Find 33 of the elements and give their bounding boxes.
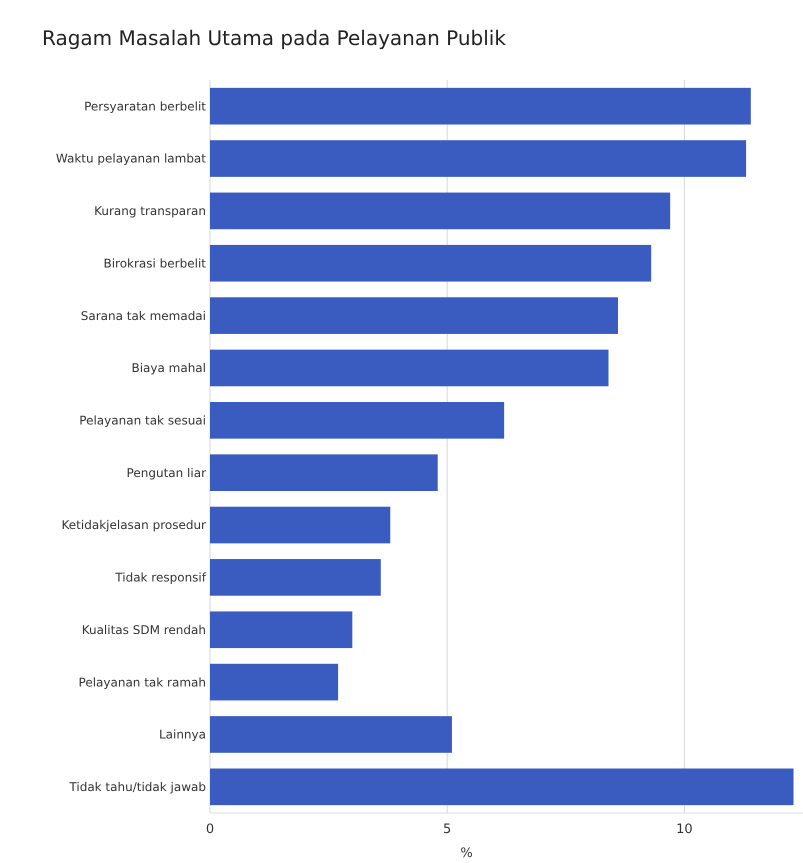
bar [210, 559, 381, 596]
bar [210, 506, 390, 544]
y-tick-label: Pengutan liar [126, 466, 206, 480]
bar [210, 297, 618, 334]
bar [210, 402, 504, 439]
y-tick-label: Ketidakjelasan prosedur [62, 518, 206, 532]
bar [210, 244, 652, 282]
y-tick-label: Tidak tahu/tidak jawab [68, 780, 206, 794]
bar [210, 454, 438, 492]
y-tick-label: Tidak responsif [114, 570, 207, 585]
bar [210, 88, 751, 125]
bar [210, 611, 352, 648]
x-tick-label: 5 [443, 822, 452, 837]
bar [210, 140, 746, 177]
y-tick-label: Birokrasi berbelit [103, 256, 206, 270]
chart-title: Ragam Masalah Utama pada Pelayanan Publik [42, 26, 506, 50]
y-tick-label: Kurang transparan [94, 204, 206, 218]
y-tick-label: Kualitas SDM rendah [82, 622, 206, 637]
bar [210, 768, 794, 806]
x-tick-label: 10 [676, 822, 693, 837]
y-tick-label: Pelayanan tak sesuai [79, 414, 206, 428]
y-tick-label: Persyaratan berbelit [84, 99, 206, 114]
y-tick-label: Biaya mahal [131, 361, 206, 376]
y-tick-label: Sarana tak memadai [80, 308, 206, 323]
bar [210, 664, 338, 700]
bar [210, 192, 670, 230]
bar [210, 716, 452, 753]
y-tick-label: Waktu pelayanan lambat [56, 152, 206, 166]
x-tick-label: 0 [206, 822, 214, 837]
bar [210, 350, 608, 386]
y-tick-label: Pelayanan tak ramah [78, 675, 206, 690]
y-tick-label: Lainnya [158, 728, 206, 742]
x-axis-title: % [460, 846, 473, 861]
